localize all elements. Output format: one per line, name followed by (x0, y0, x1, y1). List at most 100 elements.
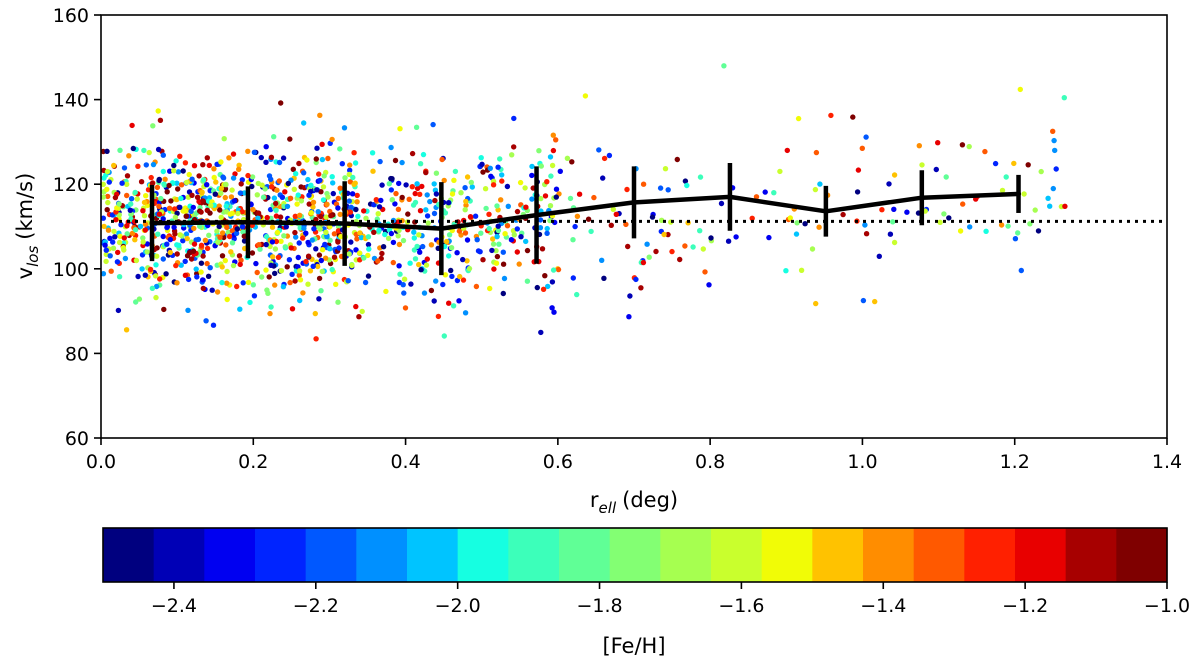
scatter-point (127, 207, 133, 213)
scatter-point (441, 333, 447, 339)
scatter-point (250, 282, 256, 288)
scatter-point (499, 178, 505, 184)
scatter-point (178, 182, 185, 188)
colorbar-tick-label: −2.4 (151, 595, 197, 617)
scatter-point (160, 233, 166, 240)
scatter-point (104, 168, 111, 175)
scatter-point (164, 189, 170, 195)
scatter-point (1018, 267, 1024, 274)
scatter-point (108, 268, 114, 274)
scatter-point (435, 313, 442, 320)
scatter-point (237, 306, 243, 312)
scatter-point (114, 259, 121, 265)
scatter-point (112, 194, 119, 201)
colorbar-segment (711, 528, 763, 582)
colorbar-segment (1065, 528, 1117, 582)
scatter-point (135, 273, 141, 280)
scatter-point (644, 241, 650, 247)
scatter-point (371, 202, 377, 208)
colorbar-segment (508, 528, 560, 582)
scatter-point (588, 228, 594, 235)
scatter-point (890, 219, 896, 225)
scatter-point (273, 238, 280, 245)
scatter-point (134, 196, 140, 202)
scatter-point (665, 231, 671, 238)
scatter-point (310, 204, 316, 210)
scatter-point (817, 181, 823, 187)
scatter-point (235, 210, 241, 217)
colorbar-segment (457, 528, 509, 582)
scatter-point (366, 246, 372, 252)
scatter-point (315, 263, 321, 270)
scatter-point (1052, 147, 1058, 154)
scatter-point (397, 271, 403, 277)
scatter-point (206, 232, 212, 238)
scatter-point (148, 174, 154, 181)
scatter-point (358, 234, 365, 241)
scatter-point (154, 253, 160, 259)
scatter-point (223, 242, 229, 248)
scatter-point (482, 186, 489, 192)
scatter-point (591, 194, 597, 201)
scatter-point (296, 240, 302, 246)
scatter-point (320, 184, 327, 190)
scatter-point (462, 230, 469, 236)
scatter-point (218, 190, 224, 196)
scatter-point (194, 194, 201, 200)
scatter-point (495, 164, 501, 170)
scatter-point (479, 161, 485, 167)
scatter-point (309, 237, 315, 243)
scatter-point (282, 244, 288, 250)
scatter-point (550, 147, 557, 154)
x-axis: 0.0 0.2 0.4 0.6 0.8 1.0 1.2 1.4 (86, 438, 1182, 473)
scatter-point (281, 233, 287, 239)
scatter-point (234, 283, 240, 290)
scatter-point (312, 310, 318, 317)
scatter-point (331, 254, 338, 260)
scatter-point (514, 249, 520, 255)
y-axis-label-unit: (km/s) (13, 173, 37, 240)
scatter-point (272, 246, 279, 252)
scatter-point (511, 232, 517, 238)
scatter-point (219, 279, 225, 286)
scatter-point (262, 186, 268, 192)
scatter-point (523, 238, 529, 245)
scatter-point (174, 196, 180, 203)
x-axis-label: rell (deg) (590, 488, 678, 517)
scatter-point (150, 123, 156, 129)
colorbar-segment (660, 528, 712, 582)
scatter-point (610, 206, 616, 212)
scatter-point (570, 275, 576, 281)
scatter-point (766, 234, 772, 241)
scatter-point (478, 230, 484, 236)
scatter-point (353, 206, 359, 213)
colorbar-segment (204, 528, 256, 582)
scatter-point (547, 203, 554, 209)
scatter-point (204, 155, 210, 161)
scatter-point (133, 299, 139, 305)
scatter-point (463, 202, 469, 208)
scatter-point (150, 161, 157, 168)
scatter-point (171, 162, 177, 169)
scatter-point (214, 228, 220, 234)
scatter-point (413, 124, 420, 130)
scatter-point (292, 278, 298, 284)
scatter-point (497, 156, 503, 162)
scatter-point (682, 178, 689, 184)
scatter-point (596, 147, 602, 153)
scatter-point (396, 180, 402, 187)
colorbar-segment (356, 528, 408, 582)
scatter-point (323, 214, 329, 220)
colorbar-tick-label: −2.0 (435, 595, 481, 617)
scatter-point (316, 252, 323, 258)
scatter-point (494, 203, 500, 209)
scatter-point (474, 237, 480, 243)
scatter-point (345, 278, 351, 284)
scatter-point (500, 249, 506, 255)
scatter-point (998, 222, 1005, 228)
scatter-point (753, 194, 760, 200)
scatter-point (557, 168, 563, 174)
scatter-point (417, 208, 424, 214)
scatter-point (168, 198, 174, 204)
scatter-point (229, 228, 236, 234)
